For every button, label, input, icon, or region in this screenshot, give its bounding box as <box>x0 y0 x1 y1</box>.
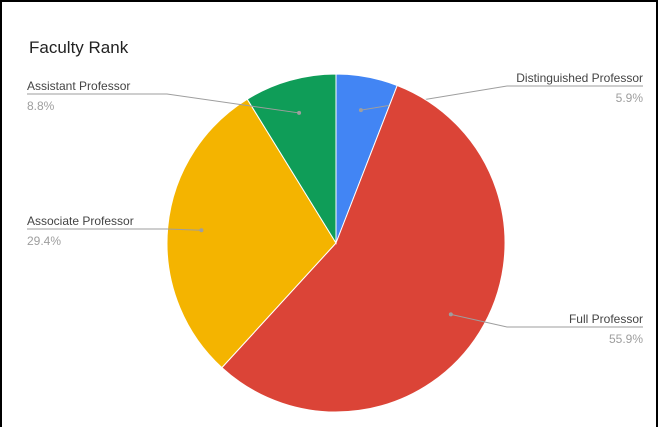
leader-dot <box>449 312 453 316</box>
leader-dot <box>199 228 203 232</box>
leader-dot <box>297 111 301 115</box>
slice-percent-label: 29.4% <box>27 234 61 248</box>
slice-label: Distinguished Professor <box>516 71 643 85</box>
slice-percent-label: 5.9% <box>616 91 644 105</box>
slice-label: Assistant Professor <box>27 79 130 93</box>
slice-label: Full Professor <box>569 312 643 326</box>
slice-percent-label: 55.9% <box>609 332 643 346</box>
slice-percent-label: 8.8% <box>27 99 55 113</box>
leader-dot <box>359 108 363 112</box>
slice-label: Associate Professor <box>27 214 134 228</box>
